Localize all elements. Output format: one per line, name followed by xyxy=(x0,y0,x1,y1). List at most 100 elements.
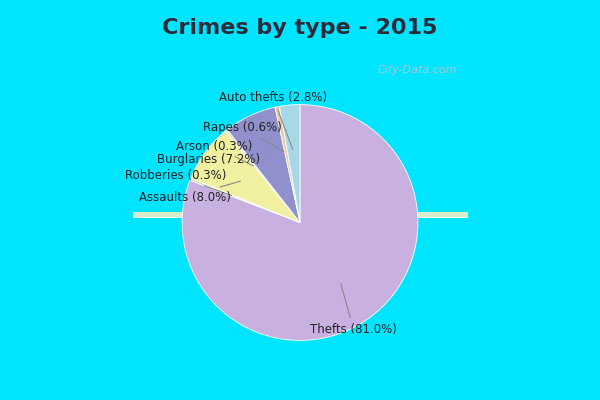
Bar xyxy=(133,214,467,215)
Bar xyxy=(133,213,467,214)
Bar xyxy=(133,214,467,216)
Bar xyxy=(133,214,467,215)
Bar xyxy=(133,213,467,215)
Bar xyxy=(133,214,467,216)
Bar xyxy=(133,214,467,215)
Bar xyxy=(133,214,467,215)
Bar xyxy=(133,214,467,216)
Bar xyxy=(133,214,467,215)
Bar xyxy=(133,214,467,215)
Bar xyxy=(133,214,467,215)
Bar xyxy=(133,214,467,215)
Bar xyxy=(133,214,467,215)
Bar xyxy=(133,214,467,215)
Bar xyxy=(133,214,467,216)
Bar xyxy=(133,214,467,215)
Bar xyxy=(133,214,467,216)
Bar xyxy=(133,214,467,216)
Bar xyxy=(133,213,467,215)
Bar xyxy=(133,214,467,215)
Bar xyxy=(133,213,467,215)
Bar xyxy=(133,214,467,215)
Text: Rapes (0.6%): Rapes (0.6%) xyxy=(203,121,284,152)
Bar xyxy=(133,214,467,215)
Bar xyxy=(133,214,467,216)
Text: Thefts (81.0%): Thefts (81.0%) xyxy=(310,284,397,336)
Bar xyxy=(133,214,467,216)
Bar xyxy=(133,214,467,215)
Bar xyxy=(133,214,467,216)
Bar xyxy=(133,213,467,215)
Bar xyxy=(133,213,467,214)
Text: City-Data.com: City-Data.com xyxy=(378,65,457,75)
Bar xyxy=(133,213,467,215)
Text: Auto thefts (2.8%): Auto thefts (2.8%) xyxy=(219,91,327,150)
Bar xyxy=(133,214,467,215)
Bar xyxy=(133,213,467,215)
Bar xyxy=(133,214,467,215)
Bar xyxy=(133,214,467,215)
Bar xyxy=(133,214,467,215)
Bar xyxy=(133,214,467,215)
Wedge shape xyxy=(191,131,300,222)
Text: Robberies (0.3%): Robberies (0.3%) xyxy=(125,169,232,196)
Bar xyxy=(133,214,467,216)
Bar xyxy=(133,214,467,216)
Bar xyxy=(133,214,467,216)
Bar xyxy=(133,214,467,215)
Bar xyxy=(133,214,467,215)
Bar xyxy=(133,214,467,215)
Bar xyxy=(133,214,467,215)
Bar xyxy=(133,214,467,216)
Bar xyxy=(133,214,467,215)
Text: Burglaries (7.2%): Burglaries (7.2%) xyxy=(157,153,267,166)
Bar xyxy=(133,213,467,215)
Bar xyxy=(133,213,467,215)
Bar xyxy=(133,214,467,215)
Bar xyxy=(133,214,467,216)
Bar xyxy=(133,214,467,215)
Bar xyxy=(133,213,467,215)
Bar xyxy=(133,214,467,215)
Bar xyxy=(133,214,467,215)
Bar xyxy=(133,213,467,214)
Bar xyxy=(133,214,467,215)
Wedge shape xyxy=(275,106,300,222)
Bar xyxy=(133,213,467,215)
Bar xyxy=(133,214,467,215)
Bar xyxy=(133,214,467,216)
Text: Arson (0.3%): Arson (0.3%) xyxy=(176,140,253,166)
Bar xyxy=(133,214,467,215)
Wedge shape xyxy=(182,104,418,340)
Bar xyxy=(133,213,467,214)
Wedge shape xyxy=(280,104,300,222)
Bar xyxy=(133,213,467,214)
Bar xyxy=(133,214,467,215)
Bar xyxy=(133,214,467,216)
Text: Crimes by type - 2015: Crimes by type - 2015 xyxy=(163,18,437,38)
Bar xyxy=(133,213,467,214)
Bar xyxy=(133,214,467,215)
Bar xyxy=(133,214,467,216)
Bar xyxy=(133,214,467,216)
Bar xyxy=(133,214,467,215)
Bar xyxy=(133,214,467,215)
Wedge shape xyxy=(227,107,300,222)
Bar xyxy=(133,214,467,215)
Bar xyxy=(133,213,467,214)
Bar xyxy=(133,213,467,214)
Bar xyxy=(133,214,467,216)
Bar xyxy=(133,214,467,216)
Bar xyxy=(133,214,467,216)
Bar xyxy=(133,214,467,216)
Bar xyxy=(133,214,467,216)
Bar xyxy=(133,214,467,215)
Bar xyxy=(133,214,467,216)
Text: Assaults (8.0%): Assaults (8.0%) xyxy=(139,181,241,204)
Bar xyxy=(133,214,467,215)
Bar xyxy=(133,214,467,215)
Bar xyxy=(133,214,467,215)
Bar xyxy=(133,214,467,215)
Bar xyxy=(133,214,467,215)
Bar xyxy=(133,214,467,215)
